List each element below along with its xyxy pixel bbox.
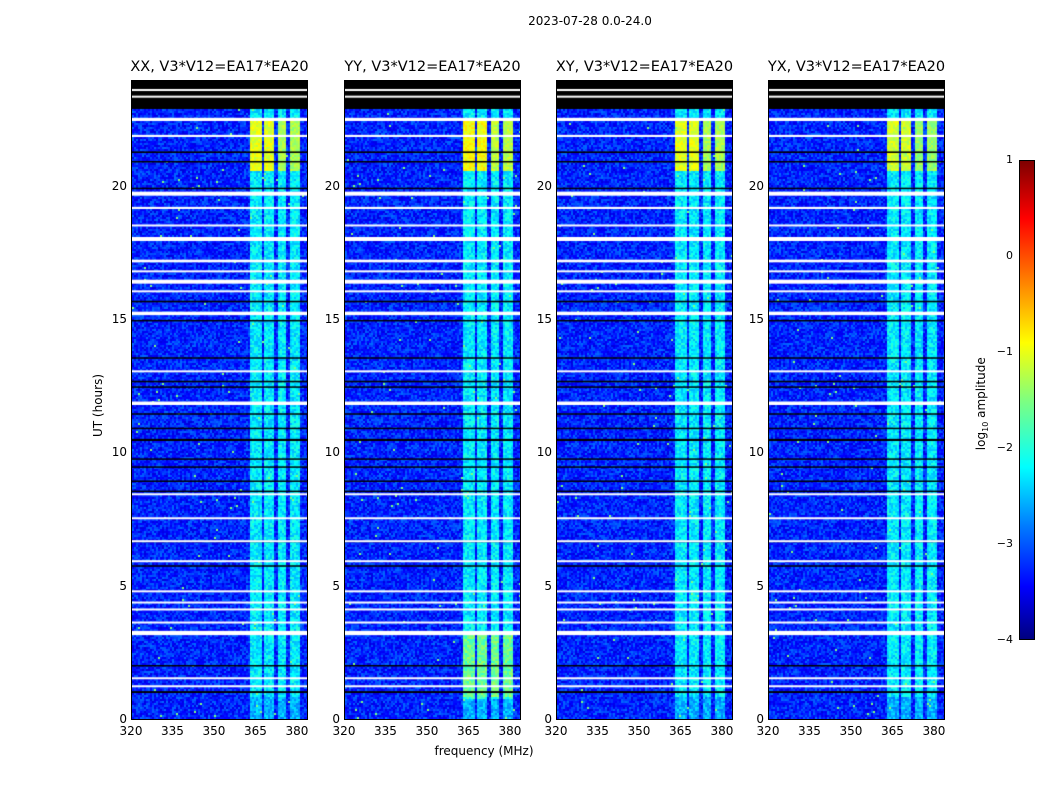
- spectrogram-panel: [344, 80, 521, 720]
- spectrogram-panel: [768, 80, 945, 720]
- colorbar-tick-label: −1: [996, 345, 1013, 358]
- x-tick-label: 320: [756, 724, 780, 738]
- y-tick-label: 0: [119, 712, 127, 726]
- y-tick-label: 10: [748, 445, 764, 460]
- spectrogram-image: [345, 81, 520, 719]
- colorbar-tick-label: 0: [1006, 249, 1013, 262]
- x-tick-label: 350: [202, 724, 226, 738]
- spectrogram-panel: [131, 80, 308, 720]
- colorbar-tick-label: −2: [996, 441, 1013, 454]
- colorbar-label-sub: 10: [981, 421, 991, 432]
- x-tick-label: 380: [922, 724, 946, 738]
- y-tick-label: 10: [111, 445, 127, 460]
- panel-title: YX, V3*V12=EA17*EA20: [767, 59, 946, 75]
- spectrogram-image: [132, 81, 307, 719]
- colorbar: [1019, 160, 1035, 640]
- y-axis-label: UT (hours): [91, 373, 105, 437]
- x-tick-label: 365: [244, 724, 267, 738]
- x-axis-label: frequency (MHz): [434, 744, 534, 758]
- x-tick-label: 335: [374, 724, 397, 738]
- panel-title: XX, V3*V12=EA17*EA20: [130, 59, 309, 75]
- x-tick-label: 350: [415, 724, 439, 738]
- figure-title: 2023-07-28 0.0-24.0: [528, 14, 652, 28]
- y-tick-label: 20: [324, 178, 340, 193]
- y-tick-label: 15: [111, 312, 127, 326]
- y-tick-label: 20: [111, 178, 127, 193]
- spectrogram-panel: [556, 80, 733, 720]
- y-tick-label: 10: [324, 445, 340, 460]
- spectrogram-image: [557, 81, 732, 719]
- colorbar-tick-label: −3: [996, 537, 1013, 550]
- panel-title: XY, V3*V12=EA17*EA20: [555, 59, 734, 75]
- y-tick-label: 5: [756, 578, 764, 593]
- x-tick-label: 350: [627, 724, 651, 738]
- colorbar-tick-label: −4: [996, 633, 1013, 646]
- x-tick-label: 380: [710, 724, 734, 738]
- x-tick-label: 365: [669, 724, 692, 738]
- x-tick-label: 320: [332, 724, 356, 738]
- y-tick-label: 0: [544, 712, 552, 726]
- colorbar-label: log10 amplitude: [974, 350, 990, 450]
- x-tick-label: 320: [544, 724, 568, 738]
- x-tick-label: 380: [285, 724, 309, 738]
- x-tick-label: 365: [457, 724, 480, 738]
- y-tick-label: 15: [748, 312, 764, 326]
- y-tick-label: 5: [332, 578, 340, 593]
- y-tick-label: 5: [544, 578, 552, 593]
- y-tick-label: 15: [536, 312, 552, 326]
- x-tick-label: 335: [161, 724, 184, 738]
- y-tick-label: 15: [324, 312, 340, 326]
- y-tick-label: 20: [536, 178, 552, 193]
- y-tick-label: 0: [756, 712, 764, 726]
- spectrogram-image: [769, 81, 944, 719]
- x-tick-label: 380: [498, 724, 522, 738]
- x-tick-label: 335: [586, 724, 609, 738]
- colorbar-label-rest: amplitude: [973, 357, 988, 422]
- x-tick-label: 320: [119, 724, 143, 738]
- y-tick-label: 20: [748, 178, 764, 193]
- x-tick-label: 335: [798, 724, 821, 738]
- x-tick-label: 365: [881, 724, 904, 738]
- y-tick-label: 0: [332, 712, 340, 726]
- panel-title: YY, V3*V12=EA17*EA20: [344, 59, 521, 75]
- colorbar-label-main: log: [973, 431, 988, 451]
- x-tick-label: 350: [839, 724, 863, 738]
- y-tick-label: 10: [536, 445, 552, 460]
- colorbar-tick-label: 1: [1006, 153, 1013, 166]
- y-tick-label: 5: [119, 578, 127, 593]
